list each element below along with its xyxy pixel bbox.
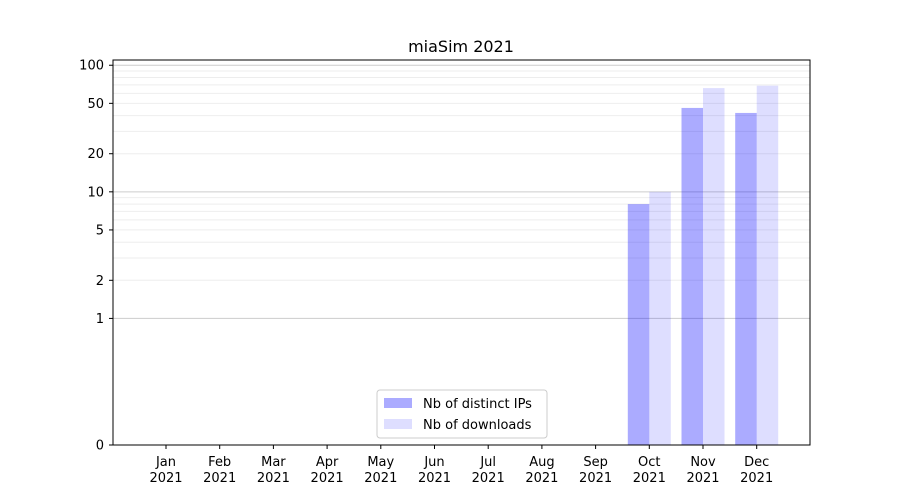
x-tick-label-month: Jul (479, 455, 496, 470)
x-tick-label-month: Nov (690, 455, 716, 470)
legend-box (376, 389, 548, 439)
x-tick-label-year: 2021 (633, 471, 666, 486)
x-tick-label-year: 2021 (418, 471, 451, 486)
x-tick-label-month: Apr (316, 455, 339, 470)
bar-downloads (703, 88, 725, 445)
x-tick-label-month: Jan (155, 455, 176, 470)
x-tick-label-month: Aug (529, 455, 554, 470)
bar-downloads (649, 191, 671, 445)
y-tick-label: 20 (87, 147, 104, 162)
x-tick-label-year: 2021 (525, 471, 558, 486)
x-tick-label-month: Sep (583, 455, 608, 470)
y-tick-label: 10 (87, 185, 104, 200)
x-tick-label-year: 2021 (203, 471, 236, 486)
y-tick-label: 2 (96, 274, 104, 289)
bar-distinct-ips (735, 112, 757, 446)
x-tick-label-month: Mar (261, 455, 286, 470)
chart-title: miaSim 2021 (408, 37, 514, 56)
x-tick-label-month: Feb (208, 455, 231, 470)
y-axis: 0 1 2 5 10 20 50 100 (79, 59, 113, 454)
y-tick-label: 1 (96, 312, 104, 327)
y-tick-label: 100 (79, 59, 104, 74)
y-tick-label: 50 (87, 97, 104, 112)
y-tick-label: 0 (96, 439, 104, 454)
x-tick-label-year: 2021 (364, 471, 397, 486)
x-tick-label-month: Oct (638, 455, 660, 470)
x-tick-label-year: 2021 (686, 471, 719, 486)
legend-label: Nb of downloads (423, 418, 532, 433)
y-tick-label: 5 (96, 223, 104, 238)
legend-swatch (384, 419, 412, 429)
bar-downloads (756, 85, 779, 445)
x-tick-label-month: Dec (744, 455, 769, 470)
x-tick-label-year: 2021 (149, 471, 182, 486)
legend-label: Nb of distinct IPs (423, 397, 532, 412)
bar-distinct-ips (627, 204, 650, 445)
x-tick-label-month: May (367, 455, 394, 470)
legend: Nb of distinct IPs Nb of downloads (376, 389, 548, 439)
x-tick-label-year: 2021 (740, 471, 773, 486)
x-tick-label-month: Jun (423, 455, 444, 470)
x-tick-label-year: 2021 (311, 471, 344, 486)
grid-layer (113, 64, 810, 319)
bar-distinct-ips (681, 107, 703, 446)
x-axis: Jan2021Feb2021Mar2021Apr2021May2021Jun20… (149, 445, 773, 486)
legend-swatch (384, 398, 412, 408)
x-tick-label-year: 2021 (257, 471, 290, 486)
x-tick-label-year: 2021 (472, 471, 505, 486)
x-tick-label-year: 2021 (579, 471, 612, 486)
bars-layer (627, 85, 779, 446)
plot-frame (112, 59, 811, 446)
